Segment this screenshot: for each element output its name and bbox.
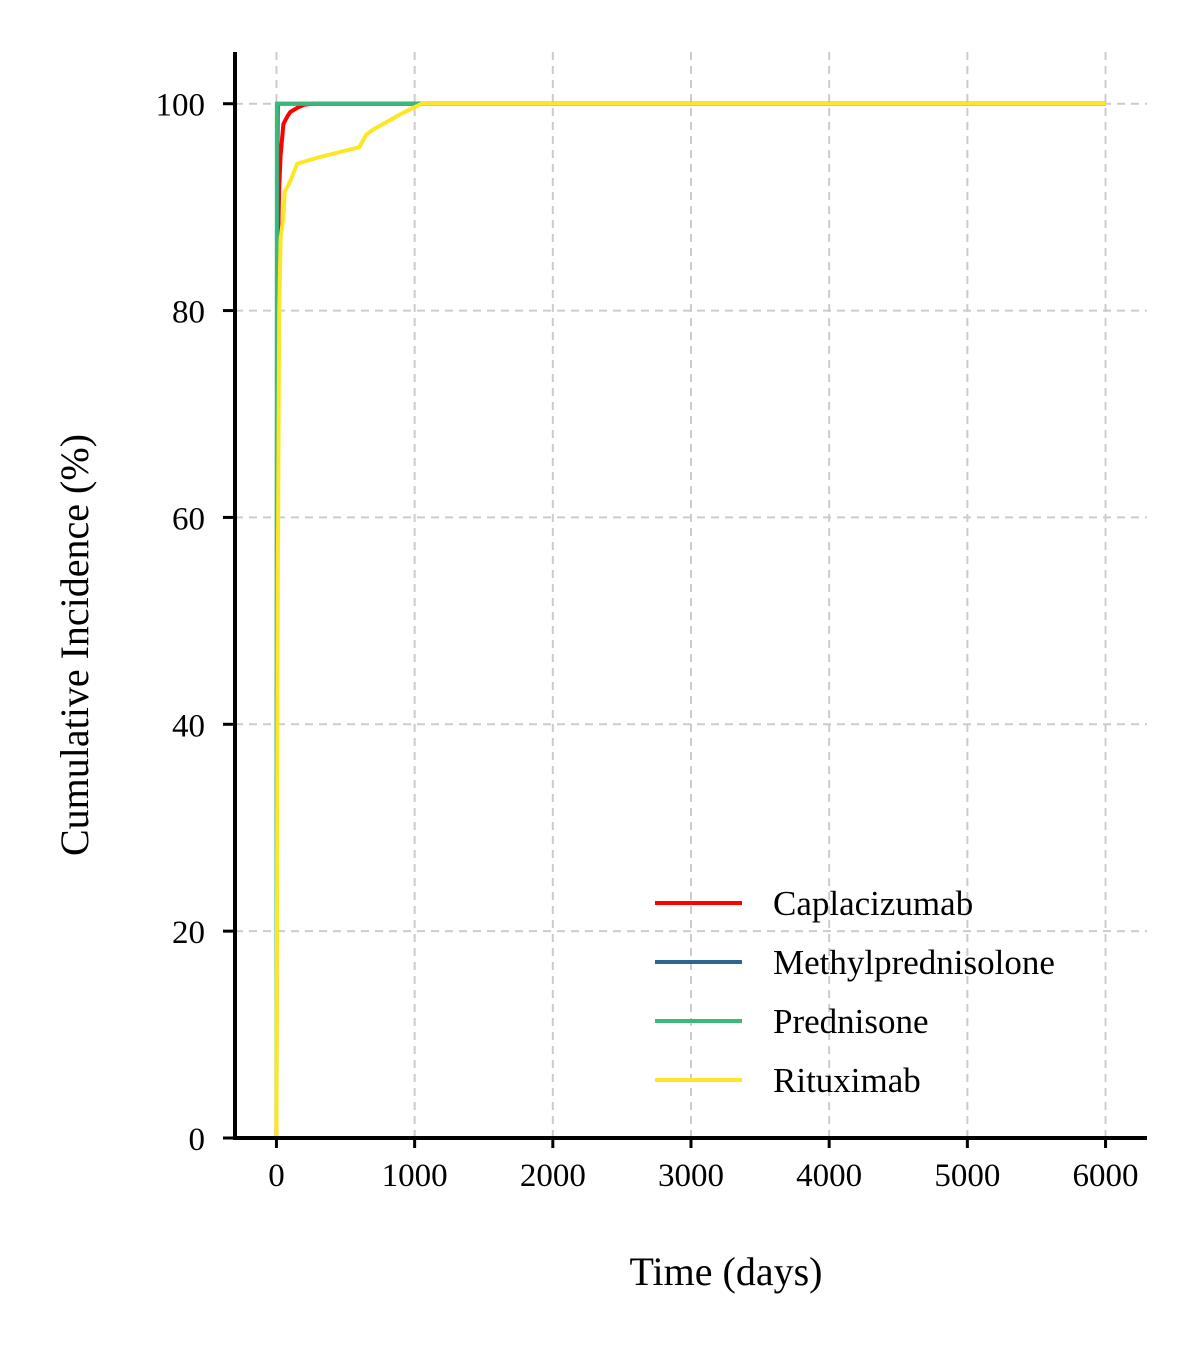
x-tick-label: 0: [268, 1158, 285, 1194]
series-layer: [274, 101, 1106, 1139]
x-tick-label: 2000: [520, 1158, 586, 1194]
y-tick-label: 20: [172, 915, 205, 951]
legend-label-methylprednisolone: Methylprednisolone: [773, 943, 1055, 982]
legend-label-caplacizumab: Caplacizumab: [773, 884, 973, 923]
y-tick-label: 0: [189, 1122, 206, 1158]
legend-label-prednisone: Prednisone: [773, 1002, 929, 1041]
x-tick-label: 4000: [796, 1158, 862, 1194]
legend: Caplacizumab Methylprednisolone Prednisone…: [655, 884, 1055, 1100]
x-tick-label: 5000: [934, 1158, 1000, 1194]
series-line-rituximab: [274, 101, 1106, 1139]
y-tick-label: 40: [172, 708, 205, 744]
x-tick-label: 6000: [1073, 1158, 1139, 1194]
y-axis-title: Cumulative Incidence (%): [52, 434, 97, 856]
ticks: 0 1000 2000 3000 4000 5000 6000 0 20 40 60 80 100: [156, 88, 1139, 1194]
legend-label-rituximab: Rituximab: [773, 1061, 921, 1100]
x-tick-label: 3000: [658, 1158, 724, 1194]
y-tick-label: 60: [172, 501, 205, 537]
y-tick-label: 100: [156, 88, 206, 124]
y-tick-label: 80: [172, 295, 205, 331]
x-axis-title: Time (days): [630, 1249, 823, 1294]
x-tick-label: 1000: [382, 1158, 448, 1194]
